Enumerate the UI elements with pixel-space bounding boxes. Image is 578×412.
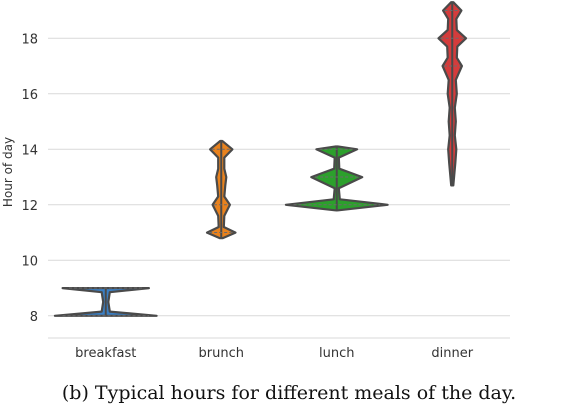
y-tick-labels: 8 10 12 14 16 18 (21, 32, 38, 325)
y-tick-label: 10 (21, 254, 38, 269)
violin-dinner (437, 1, 468, 187)
violin-brunch (205, 139, 237, 240)
y-tick-label: 14 (21, 143, 38, 158)
violin-chart: 8 10 12 14 16 18 breakfast brunch lunch dinner H… (1, 1, 510, 361)
y-tick-label: 12 (21, 199, 38, 214)
y-tick-label: 8 (30, 310, 38, 325)
y-tick-label: 16 (21, 88, 38, 103)
y-axis-label: Hour of day (1, 137, 15, 207)
x-tick-label: brunch (199, 346, 244, 361)
x-tick-label: lunch (319, 346, 354, 361)
x-tick-label: breakfast (75, 346, 136, 361)
x-tick-label: dinner (431, 346, 473, 361)
x-tick-labels: breakfast brunch lunch dinner (75, 346, 474, 361)
violin-lunch (284, 145, 389, 212)
violins (53, 1, 468, 317)
gridlines (48, 37, 510, 339)
y-tick-label: 18 (21, 32, 38, 47)
violin-breakfast (53, 286, 158, 317)
figure-caption: (b) Typical hours for different meals of… (61, 382, 517, 404)
